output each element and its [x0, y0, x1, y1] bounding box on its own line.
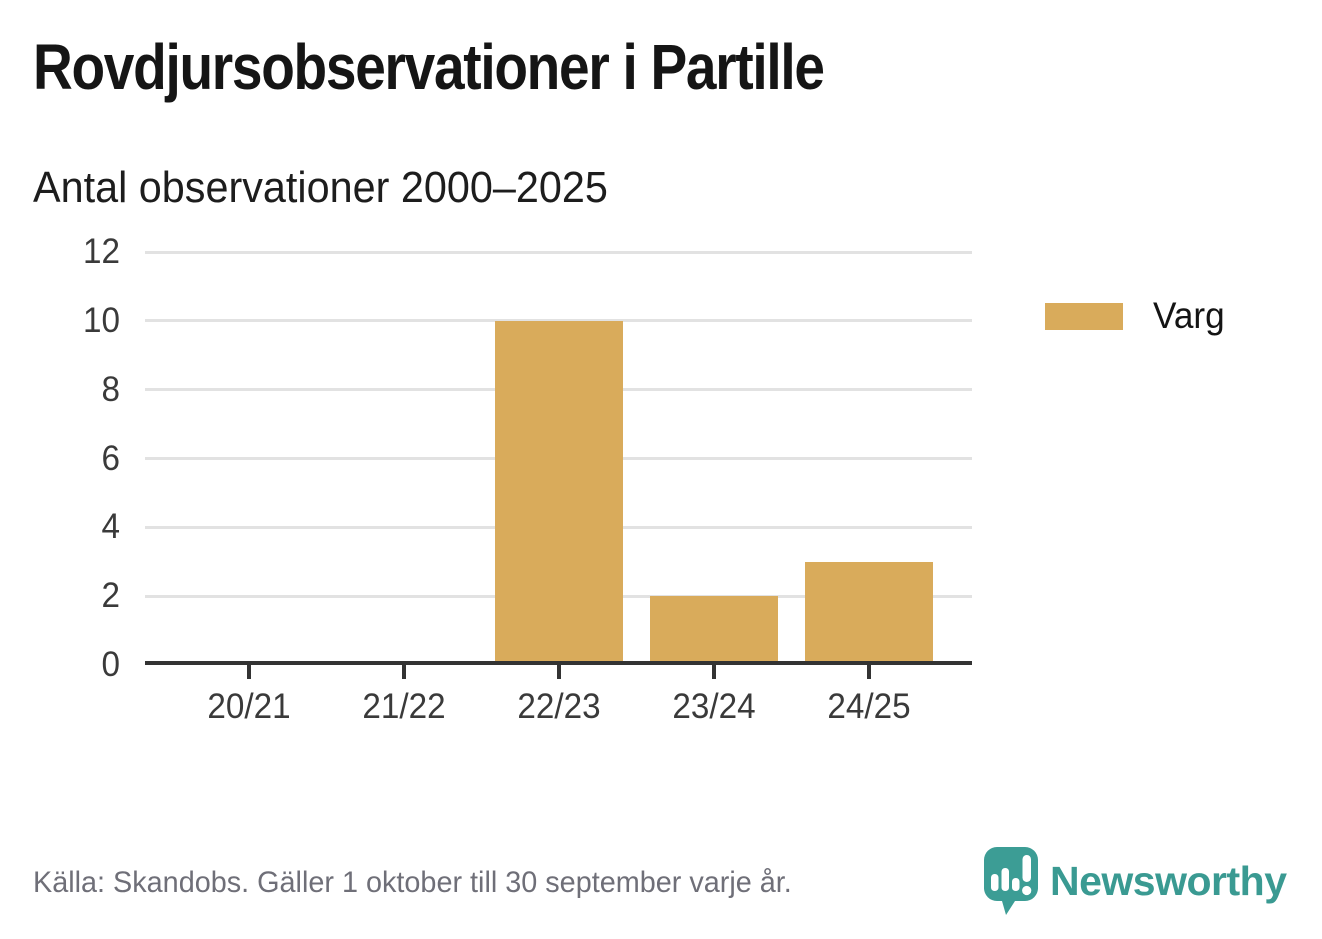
axis-tick-23/24 — [711, 665, 716, 679]
axis-tick-22/23 — [556, 665, 561, 679]
bar-23/24 — [649, 596, 778, 665]
newsworthy-logo: Newsworthy — [982, 845, 1287, 917]
x-axis-label-24/25: 24/25 — [826, 687, 911, 726]
gridline — [145, 250, 972, 254]
x-axis-label-22/23: 22/23 — [516, 687, 601, 726]
y-axis-label-2: 2 — [101, 576, 120, 616]
legend-swatch-varg — [1045, 302, 1123, 330]
legend: Varg — [1045, 295, 1228, 337]
y-axis-label-8: 8 — [101, 369, 120, 409]
bar-24/25 — [804, 561, 933, 665]
y-axis-label-6: 6 — [101, 438, 120, 478]
axis-tick-21/22 — [401, 665, 406, 679]
x-axis-label-20/21: 20/21 — [206, 687, 291, 726]
axis-tick-24/25 — [866, 665, 871, 679]
legend-label-varg: Varg — [1153, 295, 1225, 336]
axis-tick-20/21 — [246, 665, 251, 679]
x-axis-label-21/22: 21/22 — [361, 687, 446, 726]
chart-subtitle: Antal observationer 2000–2025 — [33, 163, 608, 212]
y-axis-label-10: 10 — [83, 300, 120, 340]
bar-22/23 — [494, 320, 623, 665]
y-axis-label-12: 12 — [83, 232, 120, 271]
logo-wordmark: Newsworthy — [1050, 857, 1287, 904]
x-axis-label-23/24: 23/24 — [671, 687, 756, 726]
chart-bubble-icon — [984, 847, 1038, 915]
y-axis-label-0: 0 — [101, 645, 120, 684]
y-axis-label-4: 4 — [101, 507, 120, 547]
page-title: Rovdjursobservationer i Partille — [33, 31, 825, 103]
source-note: Källa: Skandobs. Gäller 1 oktober till 3… — [33, 866, 792, 899]
axis-line — [145, 661, 972, 665]
